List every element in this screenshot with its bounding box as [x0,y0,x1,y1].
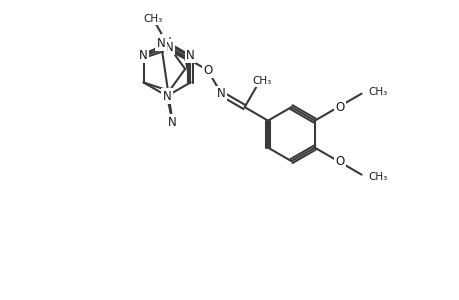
Text: N: N [162,35,171,49]
Text: N: N [165,41,174,54]
Text: N: N [217,87,225,100]
Text: CH₃: CH₃ [252,76,271,86]
Text: O: O [335,154,344,168]
Text: N: N [168,116,177,129]
Text: N: N [157,37,165,50]
Text: O: O [203,64,212,77]
Text: N: N [139,49,148,62]
Text: O: O [335,100,344,114]
Text: N: N [185,49,194,62]
Text: N: N [162,89,171,103]
Text: CH₃: CH₃ [368,172,387,182]
Text: CH₃: CH₃ [143,14,162,24]
Text: CH₃: CH₃ [368,87,387,97]
